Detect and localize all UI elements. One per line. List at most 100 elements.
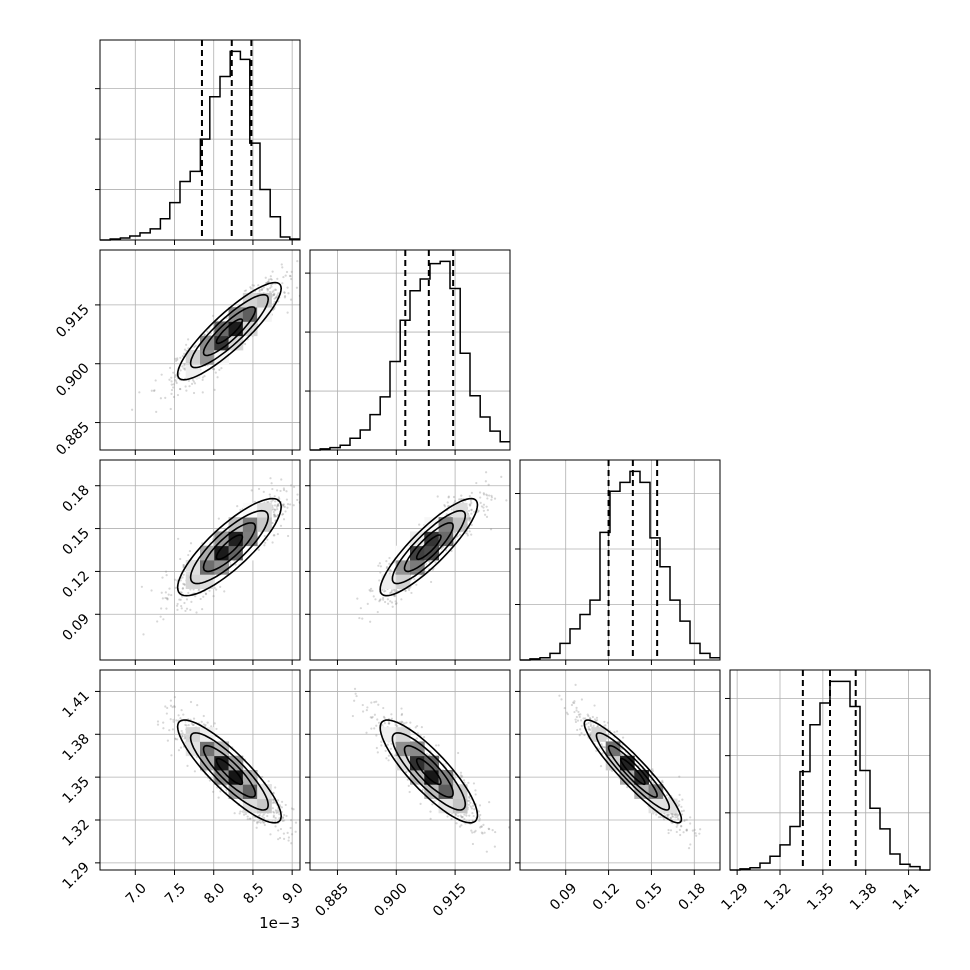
scatter-point bbox=[626, 785, 629, 789]
scatter-point bbox=[376, 751, 379, 754]
scatter-point bbox=[182, 564, 185, 567]
contour-line bbox=[595, 732, 671, 811]
scatter-point bbox=[468, 494, 471, 498]
density-cell bbox=[424, 517, 439, 532]
scatter-point bbox=[280, 478, 283, 481]
scatter-point bbox=[264, 276, 267, 279]
scatter-point bbox=[455, 813, 458, 816]
y-tick-label: 0.915 bbox=[53, 301, 93, 341]
scatter-point bbox=[382, 715, 386, 718]
y-tick-label: 0.18 bbox=[59, 482, 92, 515]
scatter-point bbox=[187, 724, 190, 727]
scatter-point bbox=[389, 570, 393, 573]
scatter-point bbox=[404, 589, 407, 592]
scatter-panel-3-2 bbox=[519, 669, 721, 871]
scatter-point bbox=[272, 798, 275, 801]
scatter-point bbox=[169, 717, 172, 721]
scatter-point bbox=[267, 280, 270, 283]
scatter-point bbox=[301, 495, 303, 497]
scatter-point bbox=[587, 725, 590, 729]
scatter-point bbox=[181, 735, 184, 738]
scatter-point bbox=[203, 375, 206, 378]
scatter-point bbox=[695, 834, 698, 837]
scatter-point bbox=[251, 284, 254, 287]
histogram-step-line bbox=[310, 260, 510, 451]
contour-line bbox=[202, 522, 257, 573]
scatter-point bbox=[183, 362, 186, 366]
scatter-point bbox=[580, 732, 583, 735]
scatter-point bbox=[414, 726, 417, 729]
scatter-point bbox=[482, 506, 485, 509]
scatter-point bbox=[394, 602, 398, 606]
contour-line bbox=[415, 757, 442, 786]
scatter-point bbox=[460, 824, 463, 827]
scatter-point bbox=[182, 582, 185, 585]
scatter-point bbox=[407, 588, 411, 592]
scatter-point bbox=[210, 725, 213, 728]
scatter-point bbox=[393, 754, 396, 757]
scatter-point bbox=[258, 288, 261, 292]
scatter-point bbox=[457, 751, 460, 755]
scatter-point bbox=[659, 815, 662, 819]
scatter-point bbox=[263, 544, 266, 547]
scatter-point bbox=[390, 742, 393, 745]
scatter-point bbox=[462, 779, 466, 782]
scatter-point bbox=[585, 723, 588, 726]
density-cell bbox=[228, 517, 244, 532]
scatter-point bbox=[233, 812, 236, 815]
scatter-point bbox=[375, 746, 378, 750]
scatter-point bbox=[175, 380, 178, 383]
scatter-point bbox=[468, 503, 471, 506]
scatter-point bbox=[272, 510, 275, 514]
scatter-point bbox=[256, 822, 259, 825]
scatter-point bbox=[661, 781, 664, 784]
scatter-point bbox=[274, 816, 277, 820]
scatter-point bbox=[267, 288, 270, 291]
scatter-point bbox=[378, 579, 381, 582]
scatter-point bbox=[181, 587, 184, 590]
scatter-point bbox=[369, 716, 372, 719]
scatter-point bbox=[211, 367, 215, 371]
scatter-point bbox=[289, 503, 292, 506]
scatter-point bbox=[685, 828, 688, 832]
scatter-point bbox=[272, 814, 275, 817]
scatter-point bbox=[394, 600, 397, 603]
scatter-point bbox=[361, 703, 364, 707]
scatter-point bbox=[165, 574, 168, 577]
scatter-point bbox=[236, 505, 239, 508]
scatter-point bbox=[409, 721, 412, 724]
scatter-point bbox=[403, 722, 406, 725]
scatter-point bbox=[253, 819, 256, 822]
scatter-point bbox=[390, 601, 394, 604]
scatter-point bbox=[489, 528, 493, 531]
scatter-point bbox=[595, 749, 598, 752]
scatter-point bbox=[277, 292, 280, 295]
scatter-point bbox=[183, 583, 186, 586]
scatter-point bbox=[573, 710, 576, 714]
scatter-point bbox=[177, 749, 181, 752]
scatter-point bbox=[691, 829, 694, 832]
scatter-point bbox=[389, 591, 392, 595]
x-tick-label: 0.915 bbox=[430, 880, 470, 920]
scatter-point bbox=[160, 373, 163, 376]
scatter-point bbox=[278, 497, 281, 501]
scatter-point bbox=[290, 842, 293, 845]
scatter-point bbox=[181, 735, 184, 738]
scatter-point bbox=[199, 597, 202, 601]
density-cell bbox=[424, 770, 439, 785]
scatter-point bbox=[384, 749, 387, 753]
scatter-point bbox=[604, 724, 607, 727]
scatter-point bbox=[206, 364, 209, 367]
scatter-point bbox=[415, 737, 418, 740]
scatter-point bbox=[478, 804, 482, 807]
scatter-point bbox=[384, 589, 387, 593]
scatter-point bbox=[577, 713, 581, 716]
scatter-point bbox=[425, 562, 428, 566]
contour-line bbox=[607, 744, 658, 798]
scatter-point bbox=[257, 820, 260, 824]
scatter-point bbox=[450, 817, 453, 821]
scatter-point bbox=[679, 833, 682, 837]
scatter-point bbox=[469, 805, 472, 808]
scatter-point bbox=[234, 563, 237, 566]
contour-line bbox=[215, 318, 244, 345]
